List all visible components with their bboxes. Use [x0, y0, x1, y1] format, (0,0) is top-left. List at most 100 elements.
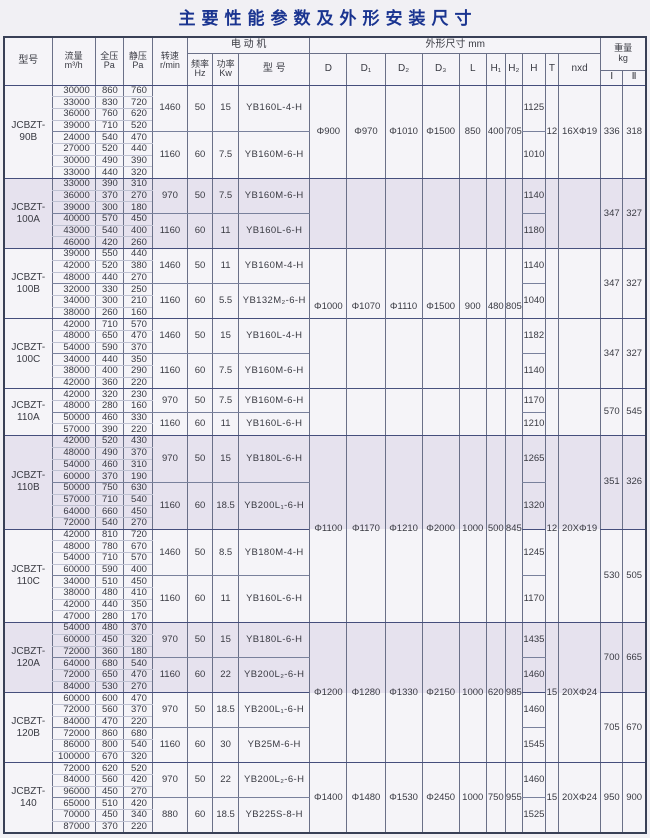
static-pressure-value: 470 — [122, 692, 153, 705]
dim-T-cell — [544, 178, 559, 437]
table-row: 36000 760 620 — [4, 108, 646, 121]
table-row: 64000 680 540 1160 60 22 YB200L₂-6-H 1460 — [4, 657, 646, 694]
static-pressure-value: 570 — [122, 318, 153, 331]
speed-cell: 1460 — [151, 248, 188, 285]
dim-D-cell: Φ1100 — [309, 435, 347, 624]
motor-model-cell: YB225S-8-H — [238, 797, 310, 834]
dim-T-cell: 15 — [544, 622, 559, 764]
static-pressure-value: 450 — [122, 213, 153, 226]
flow-value: 54000 — [51, 622, 96, 635]
total-pressure-value: 450 — [94, 786, 124, 799]
flow-value: 34000 — [51, 353, 96, 366]
dim-H1-cell: 620 — [485, 622, 506, 764]
motor-model-cell: YB25M-6-H — [238, 727, 310, 764]
dim-H1-cell: 500 — [485, 435, 506, 624]
dim-D3-cell: Φ1500 — [421, 178, 460, 437]
dim-D-cell: Φ900 — [309, 85, 347, 179]
freq-cell: 50 — [186, 388, 213, 413]
total-pressure-value: 600 — [94, 692, 124, 705]
dim-H1-cell: 750 — [485, 762, 506, 834]
static-pressure-value: 520 — [122, 762, 153, 776]
total-pressure-value: 660 — [94, 505, 124, 518]
dim-column-header-6: H₂ — [504, 53, 523, 86]
static-pressure-value: 350 — [122, 599, 153, 612]
speed-cell: 1160 — [151, 213, 188, 250]
total-pressure-value: 360 — [94, 646, 124, 659]
static-pressure-value: 720 — [122, 96, 153, 109]
power-cell: 22 — [212, 657, 239, 694]
power-cell: 18.5 — [212, 692, 239, 729]
table-row: 64000 660 450 — [4, 505, 646, 518]
dim-L-cell: 900 — [458, 178, 487, 437]
static-pressure-value: 440 — [122, 248, 153, 261]
dim-column-header-5: H₁ — [485, 53, 506, 86]
freq-cell: 60 — [186, 657, 213, 694]
freq-cell: 60 — [186, 353, 213, 390]
table-row: 27000 520 440 — [4, 143, 646, 156]
speed-cell: 1160 — [151, 575, 188, 624]
table-row: 70000 450 340 — [4, 809, 646, 822]
total-pressure-value: 520 — [94, 435, 124, 448]
table-row: 48000 440 270 — [4, 272, 646, 285]
flow-value: 84000 — [51, 681, 96, 694]
table-row: JCBZT- 120B 60000 600 470 970 50 18.5 YB200L₁-6-… — [3, 692, 646, 764]
freq-cell: 60 — [186, 412, 213, 437]
flow-value: 60000 — [51, 564, 96, 577]
motor-model-cell: YB160M-6-H — [238, 131, 310, 179]
flow-value: 36000 — [51, 190, 96, 203]
dim-H-cell: 1460 — [521, 692, 546, 729]
flow-value: 72000 — [51, 762, 96, 776]
static-pressure-value: 180 — [122, 201, 153, 215]
flow-value: 50000 — [51, 412, 96, 425]
table-row: 50000 460 330 1160 60 11 YB160L-6-H 1210 — [4, 412, 646, 437]
dim-L-cell: 850 — [458, 85, 487, 179]
freq-cell: 50 — [186, 178, 213, 215]
model-cell: JCBZT- 110A — [3, 388, 53, 437]
static-pressure-value: 270 — [122, 190, 153, 203]
flow-value: 48000 — [51, 400, 96, 413]
total-pressure-value: 370 — [94, 470, 124, 483]
static-pressure-value: 210 — [122, 295, 153, 308]
flow-value: 72000 — [51, 646, 96, 659]
flow-value: 42000 — [51, 377, 96, 390]
dim-column-header-4: L — [458, 53, 487, 86]
weight-1-cell: 530 — [600, 529, 623, 624]
power-cell: 15 — [212, 622, 239, 659]
flow-value: 33000 — [51, 96, 96, 109]
table-row: 39000 710 520 — [4, 120, 646, 133]
dim-nxd-cell: 20XΦ24 — [557, 762, 601, 834]
speed-cell: 970 — [151, 622, 188, 659]
freq-cell: 60 — [186, 575, 213, 624]
dim-D3-cell: Φ2000 — [421, 435, 460, 624]
dim-H-cell: 1265 — [521, 435, 546, 483]
table-row: 38000 480 410 — [4, 587, 646, 600]
table-row: 84000 470 220 — [4, 716, 646, 729]
motor-model-column-header: 型 号 — [238, 53, 310, 86]
flow-value: 43000 — [51, 225, 96, 238]
motor-model-cell: YB160L-6-H — [238, 412, 310, 437]
flow-value: 60000 — [51, 634, 96, 647]
model-column-header: 型号 — [3, 37, 53, 86]
total-pressure-value: 370 — [94, 821, 124, 834]
flow-value: 70000 — [51, 809, 96, 822]
weight-1-cell: 351 — [600, 435, 623, 530]
static-pressure-value: 230 — [122, 388, 153, 402]
static-pressure-value: 420 — [122, 774, 153, 787]
speed-cell: 1460 — [151, 85, 188, 133]
weight-2-cell: 327 — [622, 248, 646, 320]
table-row: 54000 460 310 — [4, 459, 646, 472]
dim-H-cell: 1182 — [521, 318, 546, 355]
dim-nxd-cell — [557, 178, 601, 437]
table-row: 84000 560 420 — [4, 774, 646, 787]
static-pressure-value: 470 — [122, 330, 153, 343]
total-pressure-value: 510 — [94, 797, 124, 811]
dim-column-header-7: H — [521, 53, 546, 86]
motor-model-cell: YB160M-6-H — [238, 353, 310, 390]
total-pressure-value: 390 — [94, 423, 124, 437]
freq-cell: 50 — [186, 435, 213, 483]
flow-value: 46000 — [51, 236, 96, 250]
motor-model-cell: YB160L-6-H — [238, 575, 310, 624]
table-row: 39000 300 180 — [4, 201, 646, 215]
power-cell: 7.5 — [212, 131, 239, 179]
table-row: JCBZT- 100C 42000 710 570 1460 50 15 YB160L-4-H 1… — [3, 318, 646, 390]
